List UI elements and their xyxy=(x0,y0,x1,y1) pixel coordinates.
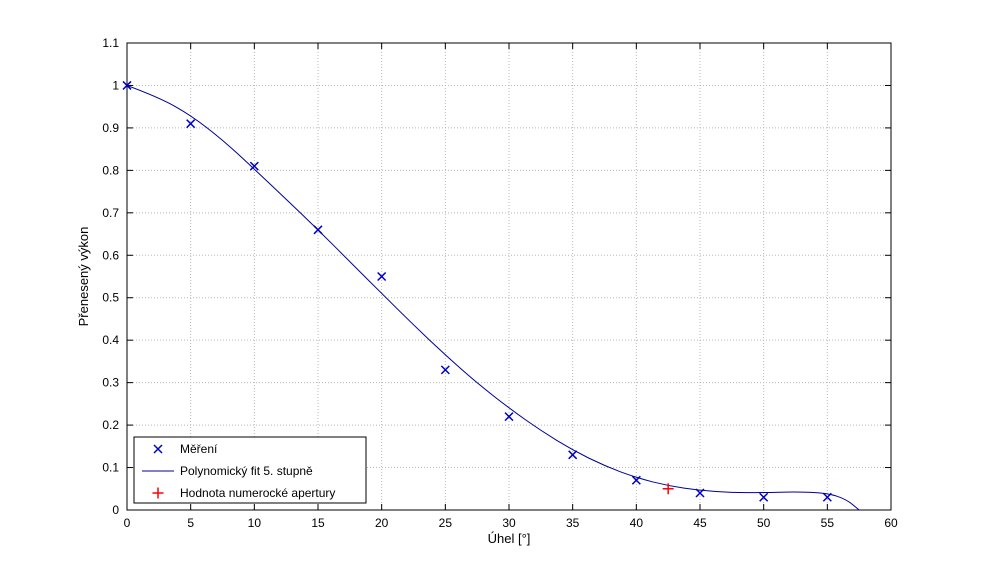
legend-label: Měření xyxy=(180,442,218,456)
x-tick-label: 30 xyxy=(502,516,516,530)
y-tick-label: 0.9 xyxy=(102,121,119,135)
x-axis-label: Úhel [°] xyxy=(488,531,531,546)
x-tick-label: 20 xyxy=(375,516,389,530)
plot-area xyxy=(127,43,891,510)
y-tick-label: 0.4 xyxy=(102,333,119,347)
y-tick-label: 0.6 xyxy=(102,248,119,262)
y-tick-label: 0 xyxy=(112,503,119,517)
legend-marker-sample xyxy=(152,487,164,499)
y-tick-label: 0.3 xyxy=(102,376,119,390)
y-tick-label: 0.1 xyxy=(102,461,119,475)
x-tick-label: 25 xyxy=(439,516,453,530)
y-tick-label: 1 xyxy=(112,78,119,92)
x-tick-label: 50 xyxy=(757,516,771,530)
y-tick-label: 0.5 xyxy=(102,291,119,305)
x-tick-label: 55 xyxy=(821,516,835,530)
x-tick-label: 60 xyxy=(884,516,898,530)
y-axis-label: Přenesený výkon xyxy=(76,227,91,327)
axes-ticks: 0 5 10 15 20 25 30 35 40 45 50 55 60 0 0.1 0.2 0.3 0.4 0.5… xyxy=(102,36,898,530)
y-tick-label: 0.7 xyxy=(102,206,119,220)
x-tick-label: 45 xyxy=(693,516,707,530)
x-tick-label: 15 xyxy=(311,516,325,530)
legend-box xyxy=(133,436,367,504)
legend-marker-sample xyxy=(153,444,163,454)
x-tick-label: 35 xyxy=(566,516,580,530)
y-tick-label: 1.1 xyxy=(102,36,119,50)
x-tick-label: 10 xyxy=(248,516,262,530)
fit-line xyxy=(126,85,860,511)
legend-label: Polynomický fit 5. stupně xyxy=(180,464,313,478)
x-tick-label: 40 xyxy=(630,516,644,530)
x-tick-label: 0 xyxy=(124,516,131,530)
x-tick-label: 5 xyxy=(187,516,194,530)
na-marker xyxy=(662,483,674,495)
legend-label: Hodnota numerocké apertury xyxy=(180,486,335,500)
y-tick-label: 0.2 xyxy=(102,418,119,432)
y-tick-label: 0.8 xyxy=(102,163,119,177)
legend: Měření Polynomický fit 5. stupně Hodnota n… xyxy=(133,436,367,504)
